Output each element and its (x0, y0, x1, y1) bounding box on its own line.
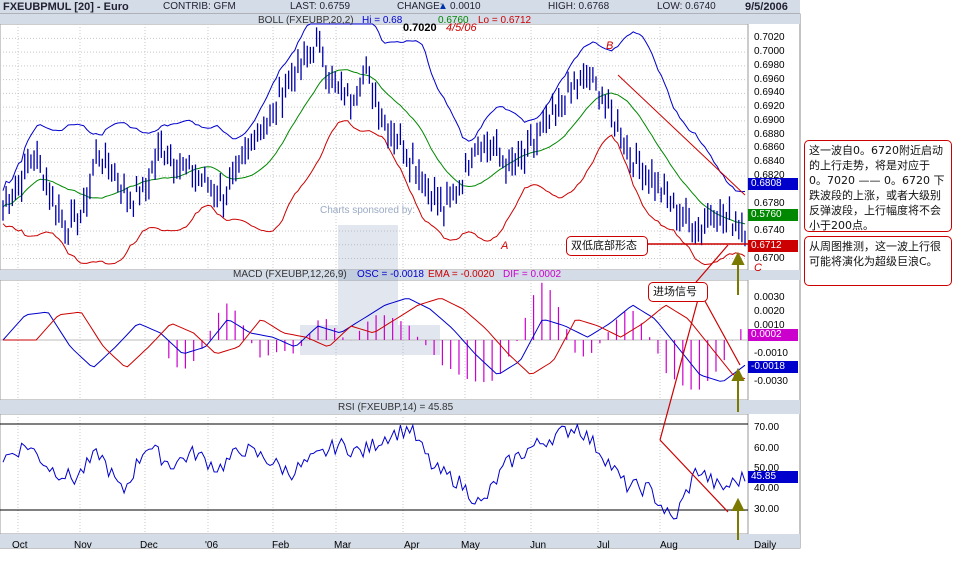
price-y-tick: 0.6740 (754, 225, 785, 237)
date-label: 9/5/2006 (745, 1, 788, 13)
x-month-label: Nov (74, 540, 92, 551)
price-y-tick: 0.6780 (754, 197, 785, 209)
rsi-y-tick: 40.00 (754, 483, 780, 495)
up-arrows (731, 251, 745, 540)
rsi-panel (0, 413, 749, 535)
downtrend-line (617, 74, 746, 196)
upper-bollinger-band (2, 23, 746, 193)
low-label: LOW: 0.6740 (657, 1, 716, 12)
upper-band-tag: 0.6808 (748, 178, 798, 190)
boll-label: BOLL (FXEUBP,20,2) (258, 15, 354, 26)
price-y-tick: 0.6940 (754, 87, 785, 99)
x-month-label: Feb (272, 540, 290, 551)
symbol-title: FXEUBPMUL [20] - Euro (3, 1, 129, 13)
double-bottom-label: 双低底部形态 (566, 236, 648, 256)
price-bars (2, 27, 746, 247)
x-month-label: Jun (530, 540, 547, 551)
macd-y-tick: -0.0030 (754, 376, 788, 387)
macd-osc-tag: -0.0018 (748, 361, 798, 373)
lower-band-tag: 0.6712 (748, 240, 798, 252)
macd-dif-tag: 0.0002 (748, 329, 798, 341)
price-y-tick: 0.6900 (754, 114, 785, 126)
peak-value-label: 0.7020 (403, 22, 437, 34)
up-triangle-icon: ▲ (438, 1, 448, 12)
annotation-weekly-box: 从周图推测，这一波上行很可能将演化为超级巨浪C。 (804, 236, 952, 286)
boll-hi-label: Hi = 0.68 (362, 15, 403, 26)
last-label: LAST: 0.6759 (290, 1, 351, 12)
entry-signal-label: 进场信号 (648, 282, 708, 302)
rsi-y-tick: 50.00 (754, 462, 780, 474)
x-month-label: Oct (12, 540, 28, 551)
x-month-label: May (461, 540, 480, 551)
macd-y-tick: 0.0030 (754, 292, 785, 303)
x-month-label: '06 (205, 540, 219, 551)
quote-header: FXEUBPMUL [20] - Euro CONTRIB: GFM LAST:… (0, 0, 800, 15)
rsi-y-tick: 30.00 (754, 503, 780, 515)
x-month-label: Aug (660, 540, 678, 551)
wave-b-label: B (606, 40, 614, 52)
rsi-line (2, 422, 746, 520)
macd-line (2, 298, 746, 382)
peak-date-label: 4/5/06 (446, 22, 477, 34)
x-month-label: Mar (334, 540, 352, 551)
macd-y-tick: -0.0010 (754, 348, 788, 359)
price-y-tick: 0.6980 (754, 59, 785, 71)
rsi-tag: 45.85 (748, 471, 798, 483)
macd-y-tick: 0.0020 (754, 306, 785, 317)
price-y-tick: 0.7020 (754, 32, 785, 44)
price-y-tick: 0.7000 (754, 46, 785, 58)
x-month-label: Apr (404, 540, 420, 551)
macd-signal-line (3, 298, 746, 380)
price-y-tick: 0.6820 (754, 169, 785, 181)
change-label: CHANGE: (397, 1, 443, 12)
rsi-label: RSI (FXEUBP,14) = 45.85 (338, 402, 454, 413)
wave-a-label: A (501, 240, 509, 252)
price-y-tick: 0.6840 (754, 156, 785, 168)
change-value: 0.0010 (450, 1, 481, 12)
macd-y-tick: 0.0010 (754, 320, 785, 331)
period-label: Daily (754, 540, 777, 551)
rsi-y-tick: 60.00 (754, 442, 780, 454)
wave-c-label: C (754, 262, 762, 274)
price-y-tick: 0.6880 (754, 128, 785, 140)
price-y-tick: 0.6860 (754, 142, 785, 154)
price-y-tick: 0.6960 (754, 73, 785, 85)
contrib-label: CONTRIB: GFM (163, 1, 236, 12)
price-y-tick: 0.6920 (754, 101, 785, 113)
price-y-tick: 0.6700 (754, 252, 785, 264)
lower-bollinger-band (2, 120, 746, 266)
macd-dif-label: DIF = 0.0002 (503, 269, 562, 280)
sponsor-text: Charts sponsored by: (320, 205, 416, 216)
macd-label: MACD (FXEUBP,12,26,9) (233, 269, 347, 280)
macd-histogram (168, 282, 742, 390)
macd-ema-label: EMA = -0.0020 (428, 269, 495, 280)
boll-mid-label: 0.6760 (438, 15, 469, 26)
mid-band-tag: 0.5760 (748, 209, 798, 221)
x-month-label: Dec (140, 540, 158, 551)
high-label: HIGH: 0.6768 (548, 1, 610, 12)
boll-lo-label: Lo = 0.6712 (478, 15, 532, 26)
macd-osc-label: OSC = -0.0018 (357, 269, 424, 280)
x-month-label: Jul (597, 540, 610, 551)
annotation-forecast-box: 这一波自0。6720附近启动的上行走势，将是对应于0。7020 —— 0。672… (804, 140, 952, 232)
rsi-y-tick: 70.00 (754, 422, 780, 434)
